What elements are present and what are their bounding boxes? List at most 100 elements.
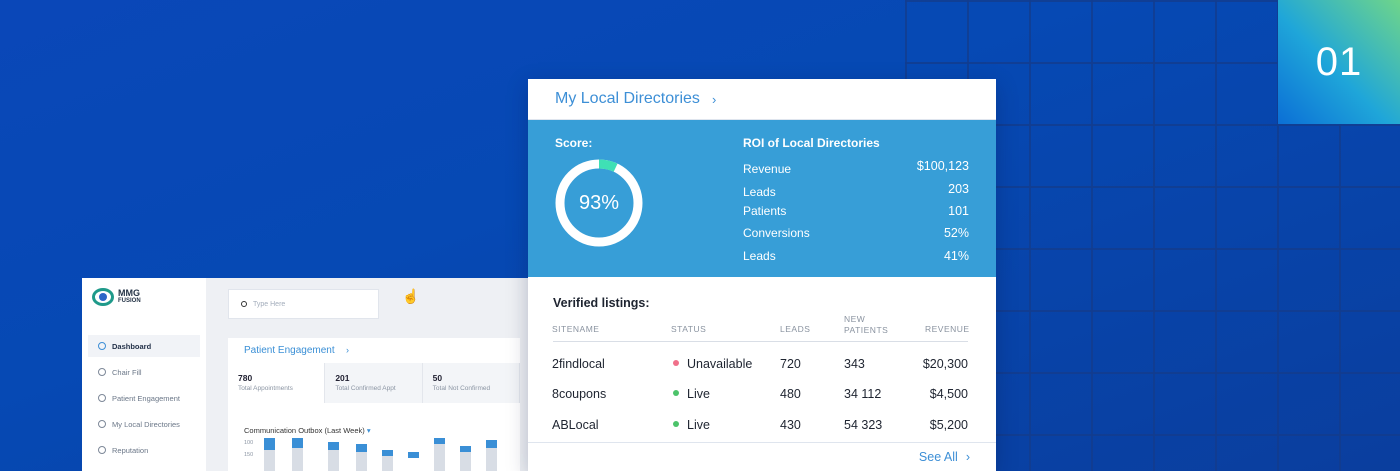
cell-site: 8coupons <box>552 387 607 401</box>
dashboard-preview: MMG FUSION Dashboard Chair Fill Patient … <box>82 278 532 471</box>
roi-value: 101 <box>948 204 969 218</box>
bar-marks <box>264 438 497 471</box>
local-directories-card: My Local Directories › Score: 93% ROI of… <box>528 79 996 471</box>
roi-row: Leads 203 <box>743 182 969 199</box>
logo-icon <box>92 288 114 306</box>
see-all-label: See All <box>918 450 958 464</box>
stat-value: 201 <box>335 373 350 383</box>
patient-engagement-card: Patient Engagement › 780 Total Appointme… <box>228 338 520 471</box>
sidebar-item-label: Dashboard <box>112 341 152 351</box>
cell-site: 2findlocal <box>552 357 605 371</box>
roi-row: Conversions 52% <box>743 226 969 240</box>
sidebar-item-chair-fill[interactable]: Chair Fill <box>88 361 200 383</box>
roi-value: 41% <box>943 249 969 263</box>
roi-row: Revenue $100,123 <box>743 159 969 176</box>
compass-icon <box>98 420 106 428</box>
stat-value: 780 <box>238 373 253 383</box>
cell-revenue: $4,500 <box>929 387 968 401</box>
roi-row: Leads 41% <box>743 249 969 263</box>
score-value: 93% <box>578 191 620 214</box>
status-dot-icon <box>673 420 679 427</box>
logo-text-top: MMG <box>118 288 140 298</box>
chevron-right-icon[interactable]: › <box>346 345 349 355</box>
score-donut <box>555 159 643 247</box>
sidebar-item-label: Chair Fill <box>112 367 142 377</box>
patient-engagement-title[interactable]: Patient Engagement <box>244 345 335 356</box>
column-header-new-patients: NEW PATIENTS <box>844 314 889 335</box>
verified-listings-title: Verified listings: <box>553 296 650 310</box>
roi-value: $100,123 <box>916 159 969 173</box>
cell-new-patients: 34 112 <box>844 387 882 401</box>
sidebar-item-label: Patient Engagement <box>112 393 180 403</box>
status-text: Live <box>687 387 710 401</box>
see-all-link[interactable]: See All › <box>919 450 970 464</box>
cell-new-patients: 54 323 <box>844 418 883 432</box>
roi-label: Conversions <box>743 226 810 240</box>
dental-chair-icon <box>98 368 106 376</box>
y-tick: 100 <box>244 440 254 446</box>
y-tick: 150 <box>244 452 254 458</box>
sidebar-item-label: Reputation <box>112 445 149 455</box>
cell-status: Live <box>673 418 710 432</box>
outbox-chart: 100 150 <box>244 438 514 471</box>
status-dot-icon <box>673 389 679 396</box>
column-header-status: STATUS <box>671 324 707 334</box>
stats-row: 780 Total Appointments 201 Total Confirm… <box>228 363 520 403</box>
logo-text-bottom: FUSION <box>118 298 141 304</box>
chevron-right-icon[interactable]: › <box>711 91 717 107</box>
gauge-icon <box>98 342 106 350</box>
dashboard-sidebar: MMG FUSION Dashboard Chair Fill Patient … <box>82 278 206 471</box>
roi-value: 52% <box>943 226 969 240</box>
footer-divider <box>528 442 996 443</box>
roi-value: 203 <box>948 182 969 196</box>
sidebar-item-dashboard[interactable]: Dashboard <box>88 335 200 357</box>
stat-total-appointments[interactable]: 780 Total Appointments <box>228 363 326 403</box>
sidebar-item-my-local-directories[interactable]: My Local Directories <box>88 413 200 435</box>
sidebar-item-patient-engagement[interactable]: Patient Engagement <box>88 387 200 409</box>
chart-title: Communication Outbox (Last Week) ▾ <box>244 426 371 435</box>
column-header-sitename: SITENAME <box>552 324 600 334</box>
roi-label: Revenue <box>743 162 792 176</box>
sidebar-item-reputation[interactable]: Reputation <box>88 439 200 461</box>
hand-cursor-icon: ☝ <box>402 288 420 304</box>
cell-status: Live <box>673 387 710 401</box>
stat-label: Total Confirmed Appt <box>335 385 396 392</box>
status-text: Live <box>687 418 710 432</box>
column-header-leads: LEADS <box>780 324 811 334</box>
stat-total-confirmed[interactable]: 201 Total Confirmed Appt <box>325 363 423 403</box>
roi-label: Patients <box>743 204 787 218</box>
star-icon <box>98 446 106 454</box>
summary-panel: Score: 93% ROI of Local Directories Reve… <box>528 120 996 277</box>
cell-leads: 430 <box>780 418 801 432</box>
chevron-down-icon[interactable]: ▾ <box>366 426 371 435</box>
roi-row: Patients 101 <box>743 204 969 218</box>
column-header-revenue: REVENUE <box>925 324 970 334</box>
chart-title-text: Communication Outbox (Last Week) <box>244 426 365 435</box>
roi-label: Leads <box>743 185 776 199</box>
cell-site: ABLocal <box>552 418 599 432</box>
cell-revenue: $5,200 <box>929 418 968 432</box>
roi-title: ROI of Local Directories <box>743 136 880 150</box>
stat-label: Total Appointments <box>238 385 293 392</box>
cell-revenue: $20,300 <box>922 357 968 371</box>
sidebar-item-label: My Local Directories <box>112 419 180 429</box>
stat-value: 50 <box>432 373 443 383</box>
stat-label: Total Not Confirmed <box>432 385 491 392</box>
status-dot-icon <box>673 359 679 366</box>
cell-new-patients: 343 <box>844 357 865 371</box>
person-icon <box>98 394 106 402</box>
chevron-right-icon: › <box>965 450 970 464</box>
score-label: Score: <box>555 136 593 150</box>
card-title[interactable]: My Local Directories <box>555 90 700 107</box>
step-badge: 01 <box>1278 0 1400 124</box>
stat-total-not-confirmed[interactable]: 50 Total Not Confirmed <box>423 363 520 403</box>
roi-label: Leads <box>743 249 776 263</box>
search-input[interactable]: Type Here <box>228 289 379 319</box>
status-text: Unavailable <box>687 357 753 371</box>
search-placeholder: Type Here <box>253 300 286 308</box>
logo: MMG FUSION <box>92 288 141 306</box>
card-header[interactable]: My Local Directories › <box>528 79 996 120</box>
cell-leads: 480 <box>780 387 801 401</box>
header-divider <box>553 341 968 342</box>
cell-leads: 720 <box>780 357 801 371</box>
